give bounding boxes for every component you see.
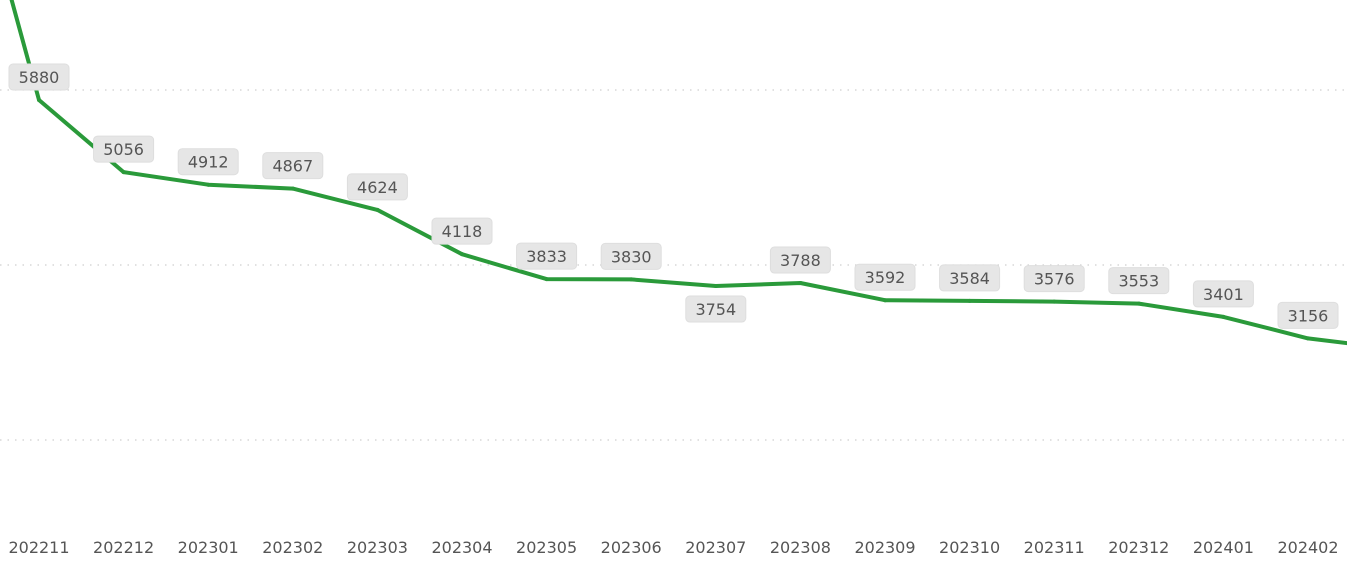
data-label-layer: 5880 5056 4912 4867 4624 4118 3833 3830 3754 3788…: [8, 63, 1339, 329]
data-label-202305: 3833: [516, 242, 578, 270]
data-label-box: [769, 246, 831, 274]
x-tick-label-202303: 202303: [347, 538, 408, 557]
data-point-202303: [375, 207, 380, 212]
data-label-202212: 5056: [93, 135, 155, 163]
data-label-202310: 3584: [939, 264, 1001, 292]
data-label-202302: 4867: [262, 152, 324, 180]
data-label-text: 3788: [780, 251, 821, 270]
data-point-202305: [544, 277, 549, 282]
data-label-text: 4118: [442, 222, 483, 241]
data-label-box: [346, 173, 408, 201]
x-tick-label-202401: 202401: [1193, 538, 1254, 557]
data-point-202310: [967, 298, 972, 303]
data-label-202312: 3553: [1108, 267, 1170, 295]
data-label-202306: 3830: [600, 242, 662, 270]
data-point-202212: [121, 170, 126, 175]
x-tick-label-202402: 202402: [1277, 538, 1338, 557]
data-label-text: 3592: [865, 268, 906, 287]
data-label-box: [516, 242, 578, 270]
data-label-text: 3830: [611, 247, 652, 266]
data-label-202311: 3576: [1023, 265, 1085, 293]
data-label-202211: 5880: [8, 63, 70, 91]
data-point-202306: [629, 277, 634, 282]
data-label-text: 4867: [272, 157, 313, 176]
data-label-text: 5056: [103, 140, 144, 159]
data-label-box: [8, 63, 70, 91]
x-tick-label-202309: 202309: [854, 538, 915, 557]
x-tick-label-202312: 202312: [1108, 538, 1169, 557]
data-label-box: [1108, 267, 1170, 295]
x-tick-label-202308: 202308: [770, 538, 831, 557]
x-tick-label-202307: 202307: [685, 538, 746, 557]
data-label-202303: 4624: [346, 173, 408, 201]
data-label-box: [685, 295, 747, 323]
data-point-202401: [1221, 314, 1226, 319]
data-point-202308: [798, 281, 803, 286]
x-axis: 202211 202212 202301 202302 202303 202304 2023…: [8, 538, 1338, 557]
data-label-202308: 3788: [769, 246, 831, 274]
x-tick-label-202211: 202211: [8, 538, 69, 557]
data-label-box: [600, 242, 662, 270]
data-label-box: [939, 264, 1001, 292]
data-label-box: [93, 135, 155, 163]
data-point-202402: [1306, 336, 1310, 341]
data-label-box: [177, 148, 239, 176]
data-label-202401: 3401: [1192, 280, 1254, 308]
grid-layer: [0, 89, 1347, 441]
data-label-202309: 3592: [854, 263, 916, 291]
data-point-202312: [1136, 301, 1141, 306]
data-label-text: 3833: [526, 247, 567, 266]
x-tick-label-202306: 202306: [601, 538, 662, 557]
data-label-text: 3156: [1288, 306, 1329, 325]
data-label-text: 4624: [357, 178, 398, 197]
data-label-text: 3401: [1203, 285, 1244, 304]
x-tick-label-202304: 202304: [431, 538, 492, 557]
data-label-box: [431, 217, 493, 245]
data-point-202302: [290, 186, 295, 191]
data-label-202307: 3754: [685, 295, 747, 323]
data-point-202301: [206, 182, 211, 187]
data-label-text: 3576: [1034, 270, 1075, 289]
series-line: [9, 0, 1347, 346]
x-tick-label-202302: 202302: [262, 538, 323, 557]
data-label-box: [1277, 301, 1339, 329]
x-tick-label-202301: 202301: [178, 538, 239, 557]
data-point-202311: [1052, 299, 1057, 304]
data-point-202211: [37, 98, 41, 102]
data-label-202304: 4118: [431, 217, 493, 245]
data-label-text: 3553: [1118, 272, 1159, 291]
data-label-202301: 4912: [177, 148, 239, 176]
data-label-box: [854, 263, 916, 291]
line-layer: [9, 0, 1347, 346]
data-label-text: 3584: [949, 269, 990, 288]
x-tick-label-202212: 202212: [93, 538, 154, 557]
data-point-202304: [460, 252, 464, 257]
x-tick-label-202305: 202305: [516, 538, 577, 557]
data-point-202309: [883, 298, 887, 303]
data-label-box: [262, 152, 324, 180]
data-point-202307: [713, 284, 718, 289]
data-label-202402: 3156: [1277, 301, 1339, 329]
data-label-box: [1192, 280, 1254, 308]
x-tick-label-202311: 202311: [1024, 538, 1085, 557]
data-label-text: 4912: [188, 153, 229, 172]
data-label-text: 5880: [19, 68, 60, 87]
data-label-text: 3754: [695, 300, 736, 319]
data-label-box: [1023, 265, 1085, 293]
x-tick-label-202310: 202310: [939, 538, 1000, 557]
